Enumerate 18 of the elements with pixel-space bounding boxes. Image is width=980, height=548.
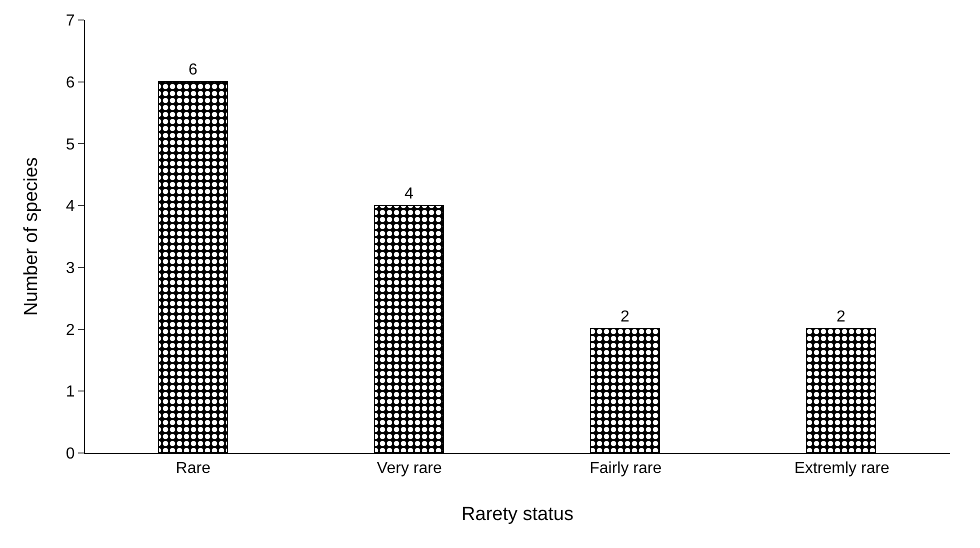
y-tick-label: 6 <box>66 74 75 92</box>
data-label: 2 <box>836 308 846 326</box>
data-label: 6 <box>188 62 198 78</box>
x-tick-label: Very rare <box>376 460 442 478</box>
data-label: 2 <box>620 308 630 326</box>
y-tick-label: 3 <box>66 260 75 278</box>
y-tick-label: 0 <box>66 446 75 463</box>
x-tick-label: Rare <box>176 460 211 478</box>
y-tick-label: 1 <box>66 384 75 401</box>
y-tick-label: 2 <box>66 322 75 339</box>
y-tick-label: 5 <box>66 136 75 154</box>
y-axis-title: Number of species <box>21 157 42 316</box>
data-label: 4 <box>404 186 414 202</box>
y-tick-label: 7 <box>66 12 75 30</box>
x-tick-label: Extremly rare <box>794 460 890 478</box>
x-tick-label: Fairly rare <box>590 460 662 478</box>
y-tick-label: 4 <box>66 198 75 216</box>
x-axis-title: Rarety status <box>462 504 574 525</box>
